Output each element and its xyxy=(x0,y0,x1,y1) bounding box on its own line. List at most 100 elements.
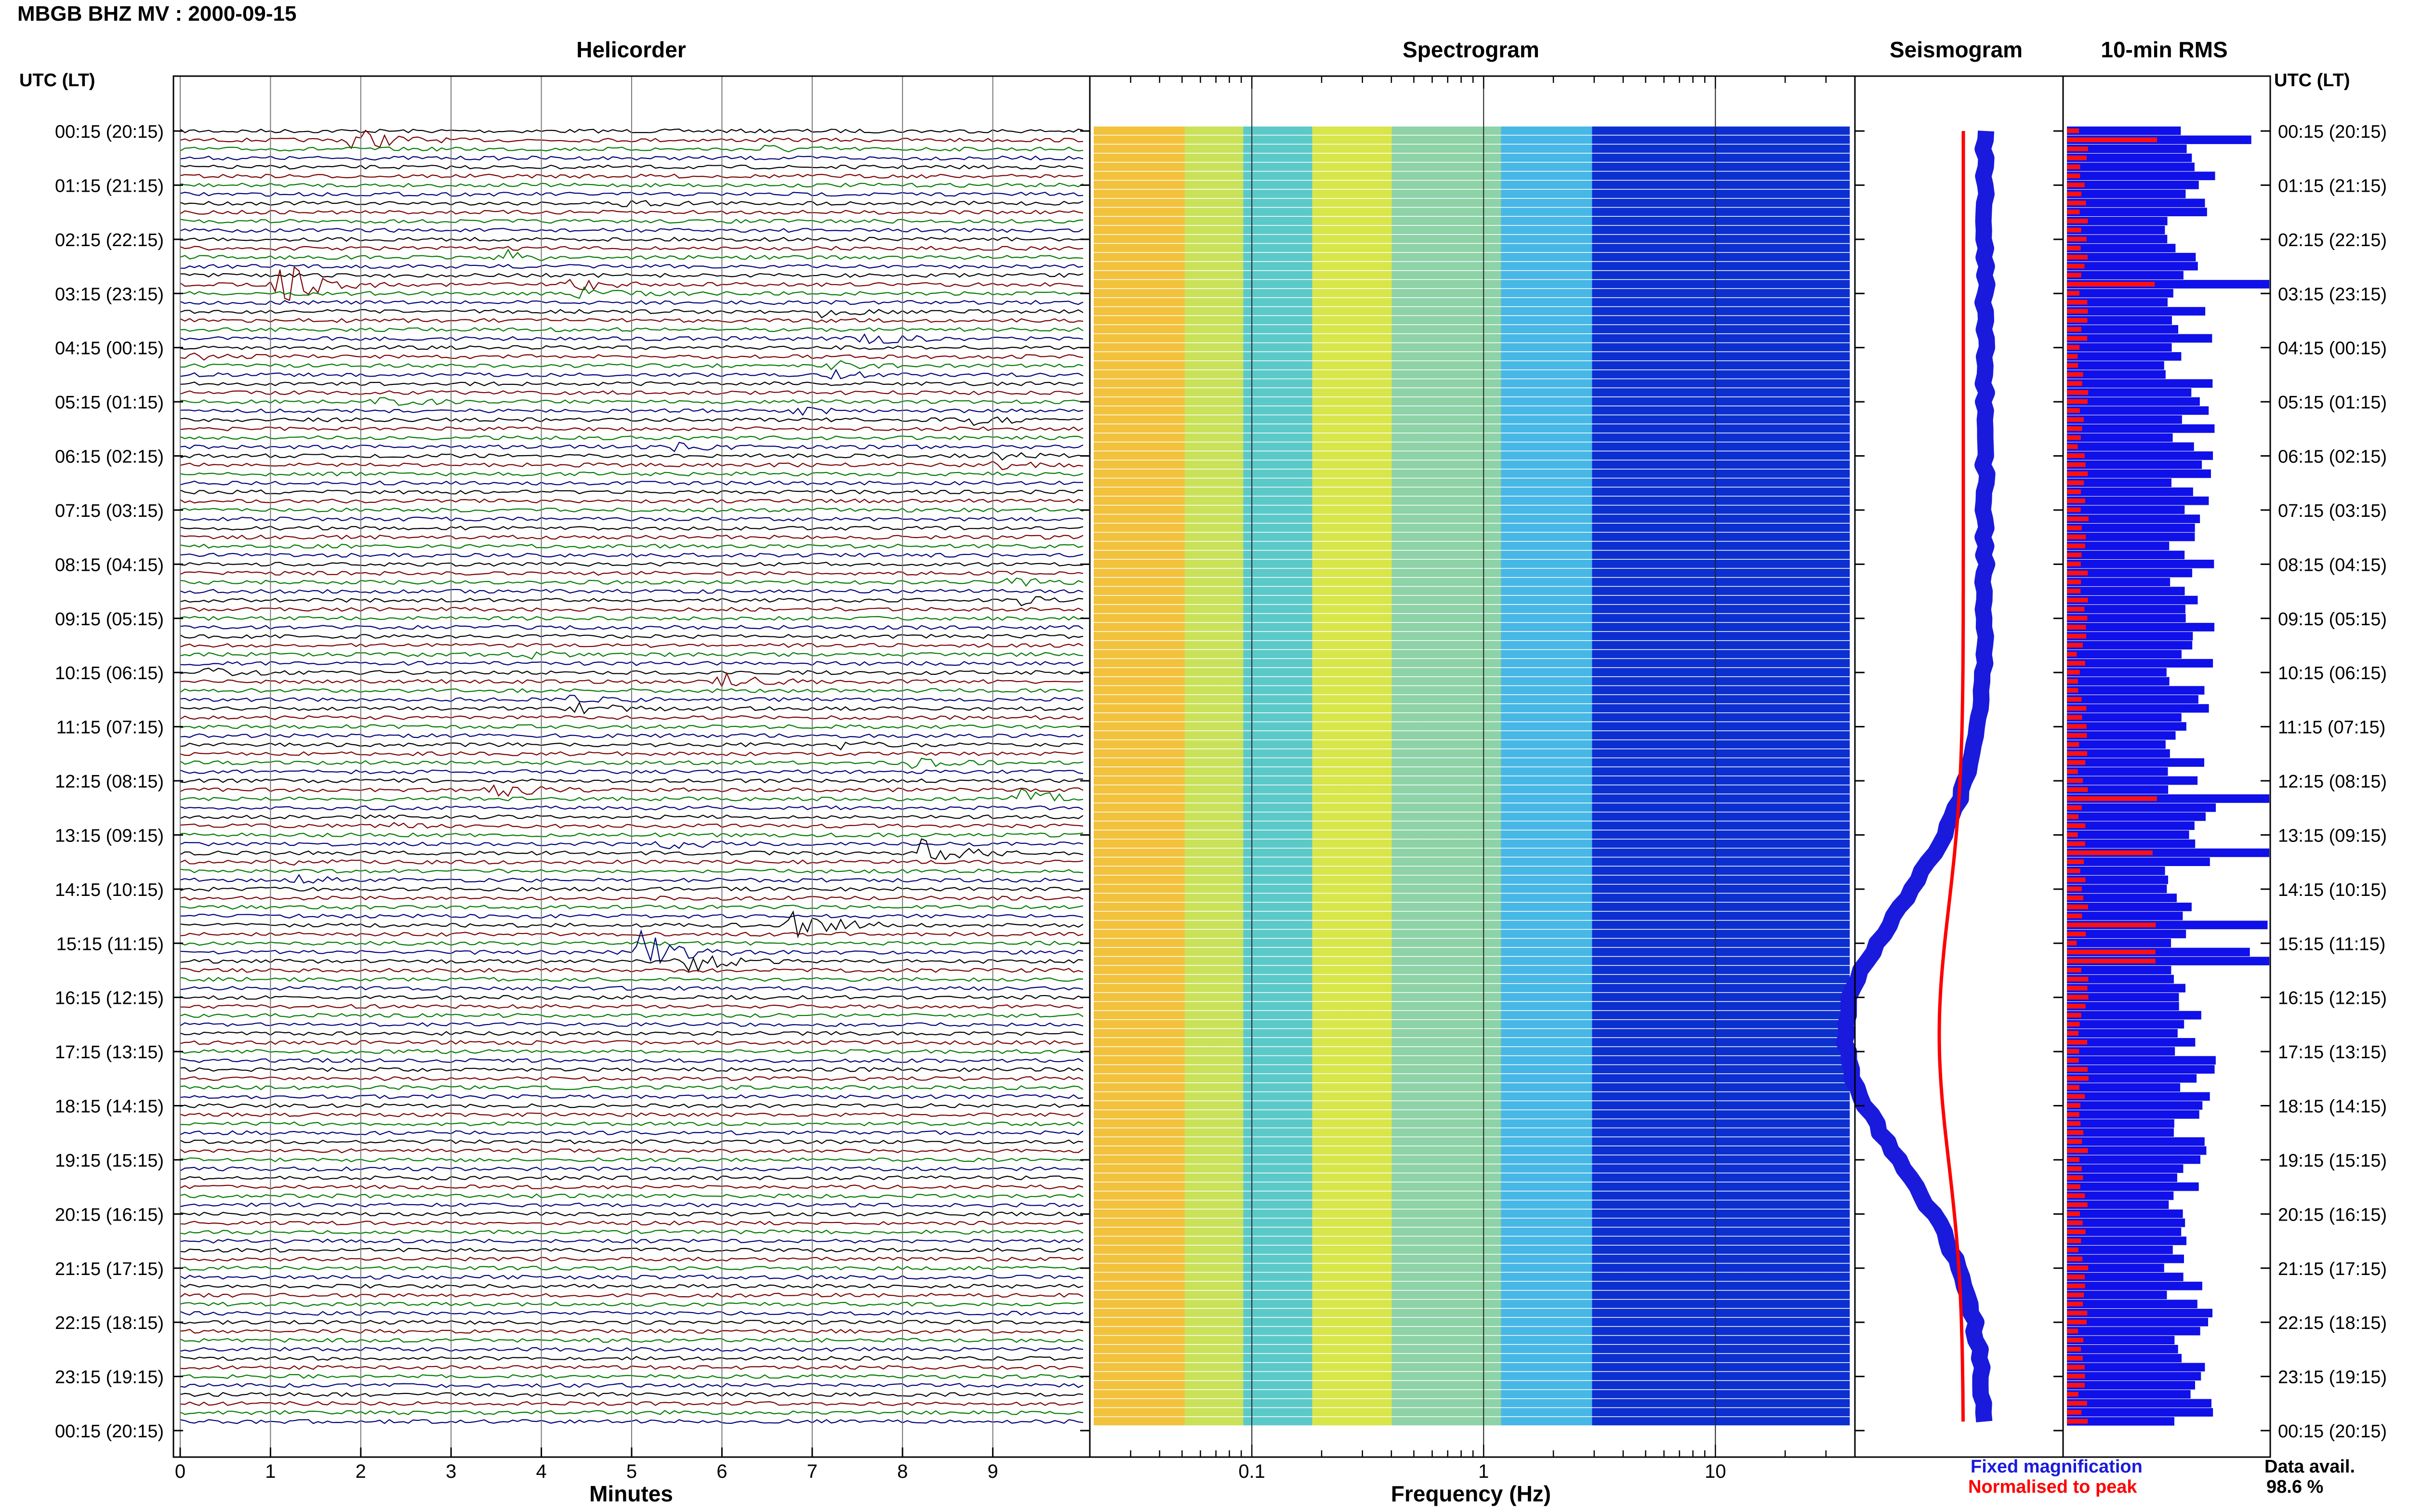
rms-bar-83 xyxy=(2067,875,2169,884)
rms-bar-2 xyxy=(2067,145,2187,153)
spectrogram-row-43 xyxy=(1094,514,1850,523)
spectrogram-row-90 xyxy=(1094,938,1850,947)
spectrogram-row-15 xyxy=(1094,262,1850,270)
rms-peak-23 xyxy=(2067,336,2088,341)
rms-peak-133 xyxy=(2067,1328,2078,1334)
rms-peak-73 xyxy=(2067,787,2088,792)
rms-peak-91 xyxy=(2067,949,2156,955)
rms-peak-119 xyxy=(2067,1202,2088,1207)
rms-bar-89 xyxy=(2067,930,2186,938)
spectrogram-row-86 xyxy=(1094,902,1850,911)
rms-bar-11 xyxy=(2067,225,2165,235)
spectrogram-row-95 xyxy=(1094,984,1850,992)
rms-bar-0 xyxy=(2067,126,2181,135)
rms-peak-65 xyxy=(2067,715,2082,720)
left-time-label: 06:15 (02:15) xyxy=(55,447,164,467)
seismogram-fixed-magnification-trace xyxy=(1836,131,1996,1422)
rms-peak-11 xyxy=(2067,227,2081,233)
rms-bar-124 xyxy=(2067,1245,2173,1254)
rms-peak-62 xyxy=(2067,688,2078,693)
rms-bar-96 xyxy=(2067,993,2179,1002)
rms-bar-58 xyxy=(2067,650,2182,659)
spectrogram-row-42 xyxy=(1094,505,1850,514)
spectrogram-row-127 xyxy=(1094,1273,1850,1281)
rms-bar-63 xyxy=(2067,695,2198,704)
right-time-label: 00:15 (20:15) xyxy=(2278,1421,2387,1442)
spectrogram-row-65 xyxy=(1094,713,1850,722)
rms-bar-93 xyxy=(2067,966,2171,974)
right-time-label: 05:15 (01:15) xyxy=(2278,393,2387,413)
spectrogram-row-103 xyxy=(1094,1056,1850,1065)
rms-bar-5 xyxy=(2067,171,2215,181)
rms-bar-13 xyxy=(2067,244,2176,252)
rms-peak-121 xyxy=(2067,1220,2083,1225)
rms-peak-138 xyxy=(2067,1374,2085,1379)
rms-bar-115 xyxy=(2067,1164,2184,1173)
left-time-label: 07:15 (03:15) xyxy=(55,501,164,521)
spectrogram-row-22 xyxy=(1094,325,1850,334)
spectrogram-row-91 xyxy=(1094,947,1850,956)
rms-bar-127 xyxy=(2067,1273,2184,1281)
rms-peak-88 xyxy=(2067,922,2156,928)
left-time-label: 15:15 (11:15) xyxy=(56,934,164,954)
rms-peak-115 xyxy=(2067,1166,2082,1171)
rms-peak-132 xyxy=(2067,1319,2087,1325)
rms-bar-136 xyxy=(2067,1354,2182,1363)
rms-peak-37 xyxy=(2067,462,2086,467)
axis-ticks xyxy=(173,76,2270,1457)
spectrogram-row-92 xyxy=(1094,957,1850,965)
rms-bar-97 xyxy=(2067,1002,2179,1011)
rms-peak-17 xyxy=(2067,282,2155,287)
rms-bar-67 xyxy=(2067,731,2176,740)
rms-title: 10-min RMS xyxy=(2101,37,2228,62)
rms-peak-126 xyxy=(2067,1265,2089,1271)
rms-peak-114 xyxy=(2067,1157,2080,1162)
rms-bar-85 xyxy=(2067,894,2177,902)
spectrogram-row-132 xyxy=(1094,1317,1850,1327)
rms-peak-77 xyxy=(2067,823,2086,828)
rms-peak-110 xyxy=(2067,1121,2081,1126)
rms-peak-92 xyxy=(2067,959,2156,964)
spectrogram-row-53 xyxy=(1094,605,1850,613)
spectrogram-row-96 xyxy=(1094,993,1850,1001)
rms-bar-20 xyxy=(2067,307,2206,316)
rms-bar-81 xyxy=(2067,857,2210,866)
rms-peak-127 xyxy=(2067,1275,2085,1279)
right-time-label: 23:15 (19:15) xyxy=(2278,1367,2387,1388)
spectrogram-row-13 xyxy=(1094,244,1850,252)
spectrogram-row-129 xyxy=(1094,1290,1850,1299)
left-time-label: 05:15 (01:15) xyxy=(55,393,164,413)
spectrogram-row-89 xyxy=(1094,930,1850,938)
rms-bar-29 xyxy=(2067,388,2192,397)
rms-bar-49 xyxy=(2067,568,2193,578)
rms-peak-51 xyxy=(2067,589,2081,593)
spectrogram-row-109 xyxy=(1094,1110,1850,1119)
rms-peak-43 xyxy=(2067,516,2089,522)
spectrogram-row-105 xyxy=(1094,1074,1850,1083)
rms-bar-102 xyxy=(2067,1047,2175,1056)
rms-bar-112 xyxy=(2067,1137,2205,1146)
spectrogram-row-31 xyxy=(1094,406,1850,415)
rms-bar-34 xyxy=(2067,433,2173,442)
rms-bar-119 xyxy=(2067,1200,2169,1209)
rms-peak-89 xyxy=(2067,932,2086,936)
right-time-label: 15:15 (11:15) xyxy=(2278,934,2385,954)
spectrogram-row-24 xyxy=(1094,343,1850,352)
spectrogram-row-118 xyxy=(1094,1191,1850,1200)
rms-bar-73 xyxy=(2067,785,2169,794)
rms-peak-98 xyxy=(2067,1012,2081,1018)
spectrogram-row-25 xyxy=(1094,352,1850,361)
spectrogram-row-0 xyxy=(1094,126,1850,135)
rms-bar-19 xyxy=(2067,298,2168,307)
rms-bar-94 xyxy=(2067,974,2174,984)
spectrogram-xtick-label: 0.1 xyxy=(1238,1461,1265,1482)
rms-peak-95 xyxy=(2067,986,2088,991)
rms-bar-60 xyxy=(2067,668,2167,677)
spectrogram-row-12 xyxy=(1094,235,1850,243)
rms-peak-29 xyxy=(2067,390,2089,395)
rms-peak-85 xyxy=(2067,895,2084,900)
rms-bar-30 xyxy=(2067,397,2200,406)
rms-bar-139 xyxy=(2067,1381,2196,1390)
spectrogram-row-46 xyxy=(1094,541,1850,550)
spectrogram-row-1 xyxy=(1094,135,1850,144)
